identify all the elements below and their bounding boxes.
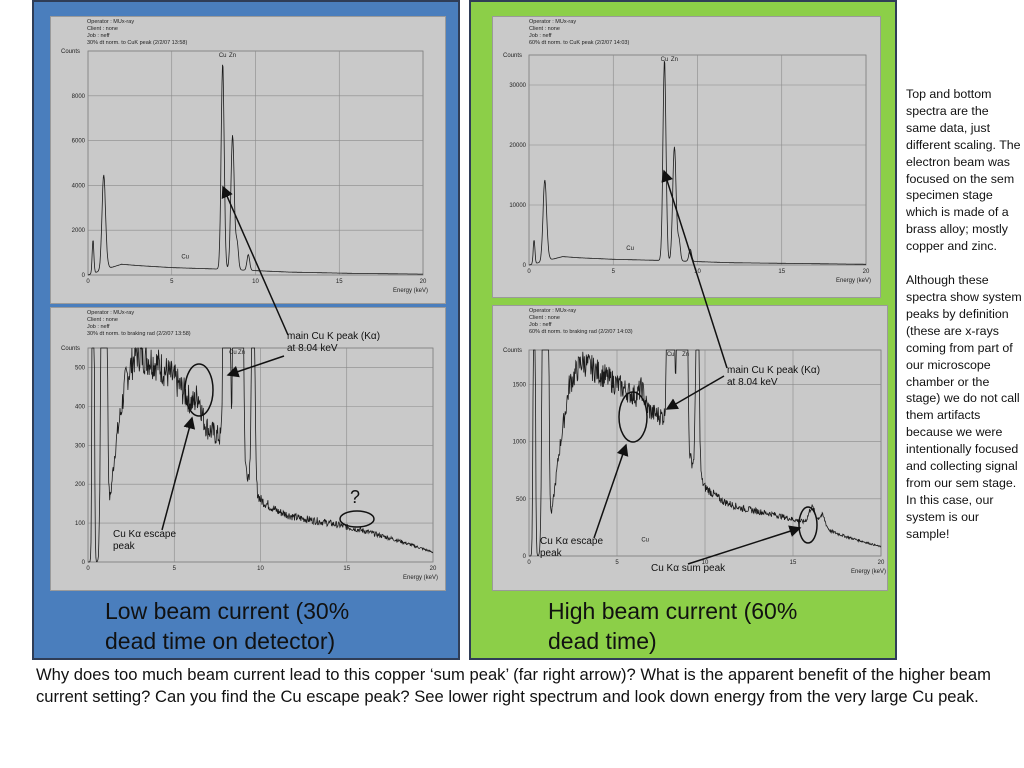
side-note-paragraph-1: Top and bottom spectra are the same data…	[906, 87, 1021, 254]
caption-high-beam: High beam current (60% dead time)	[548, 598, 798, 654]
side-note: Top and bottom spectra are the same data…	[906, 86, 1022, 560]
x-tick-label: 15	[343, 566, 350, 572]
label-left-escape: Cu Kα escape peak	[113, 529, 177, 552]
spectrum-header-line: Operator : MUx-ray	[529, 19, 576, 25]
x-tick-label: 15	[790, 560, 797, 566]
y-tick-label: 500	[516, 497, 527, 503]
side-note-paragraph-2: Although these spectra show system peaks…	[906, 273, 1022, 541]
x-tick-label: 10	[257, 566, 264, 572]
y-tick-label: 100	[75, 521, 86, 527]
spectrum-header-line: Client : none	[529, 315, 560, 321]
spectrum-header-line: Job : neff	[87, 324, 110, 330]
x-tick-label: 10	[694, 269, 701, 275]
y-tick-label: 0	[523, 554, 527, 560]
label-right-sum: Cu Kα sum peak	[651, 563, 726, 574]
y-axis-label: Counts	[503, 348, 522, 354]
x-tick-label: 20	[420, 279, 427, 285]
spectrum-header-line: 60% dt norm. to CuK peak (2/2/07 14:03)	[529, 40, 629, 46]
spectrum-header-line: Job : neff	[529, 322, 552, 328]
y-tick-label: 2000	[72, 228, 86, 234]
x-axis-label: Energy (keV)	[851, 569, 886, 575]
x-tick-label: 20	[863, 269, 870, 275]
y-tick-label: 4000	[72, 183, 86, 189]
y-tick-label: 500	[75, 365, 86, 371]
y-tick-label: 0	[82, 273, 86, 279]
spectrum-trace	[529, 349, 882, 557]
peak-label: Zn	[671, 57, 678, 63]
spectrum-trace	[88, 346, 434, 563]
peak-label: Cu	[229, 350, 237, 356]
y-tick-label: 0	[523, 263, 527, 269]
x-tick-label: 20	[430, 566, 437, 572]
y-tick-label: 400	[75, 404, 86, 410]
peak-label: Cu	[219, 53, 227, 59]
y-tick-label: 0	[82, 560, 86, 566]
label-left-question: ?	[350, 487, 361, 507]
y-tick-label: 1000	[513, 440, 527, 446]
label-right-escape: Cu Kα escape peak	[540, 536, 604, 559]
peak-label: Cu	[667, 352, 675, 358]
x-tick-label: 10	[252, 279, 259, 285]
peak-label: Zn	[238, 350, 245, 356]
x-tick-label: 0	[86, 566, 90, 572]
y-tick-label: 10000	[509, 203, 526, 209]
y-axis-label: Counts	[61, 346, 80, 352]
x-tick-label: 5	[615, 560, 619, 566]
spectrum-header-line: 30% dt norm. to braking rad (2/2/07 13:5…	[87, 331, 191, 337]
y-axis-label: Counts	[503, 53, 522, 59]
x-tick-label: 20	[878, 560, 885, 566]
spectrum-header-line: Client : none	[87, 26, 118, 32]
spectrum-high-beam-top: Operator : MUx-ray Client : none Job : nef…	[492, 16, 881, 298]
spectrum-low-beam-top: Operator : MUx-ray Client : none Job : nef…	[50, 16, 446, 304]
x-tick-label: 5	[173, 566, 177, 572]
discussion-question: Why does too much beam current lead to t…	[36, 665, 991, 706]
peak-label: Zn	[229, 53, 236, 59]
x-axis-label: Energy (keV)	[393, 288, 428, 294]
x-tick-label: 5	[612, 269, 616, 275]
x-tick-label: 5	[170, 279, 174, 285]
y-axis-label: Counts	[61, 49, 80, 55]
y-tick-label: 300	[75, 443, 86, 449]
x-tick-label: 0	[527, 560, 531, 566]
label-left-main-cu: main Cu K peak (Kα) at 8.04 keV	[287, 331, 381, 354]
caption-low-beam: Low beam current (30% dead time on detec…	[105, 598, 350, 654]
spectrum-header-line: Operator : MUx-ray	[87, 19, 134, 25]
label-right-main-cu: main Cu K peak (Kα) at 8.04 keV	[727, 365, 821, 388]
spectrum-header-line: Client : none	[87, 317, 118, 323]
spectrum-header-line: Job : neff	[529, 33, 552, 39]
spectrum-header-line: Operator : MUx-ray	[529, 308, 576, 314]
peak-label: Cu	[181, 255, 189, 261]
y-tick-label: 20000	[509, 143, 526, 149]
peak-label: Cu	[641, 537, 649, 543]
y-tick-label: 30000	[509, 83, 526, 89]
x-axis-label: Energy (keV)	[403, 575, 438, 581]
spectrum-low-beam-bottom: Operator : MUx-ray Client : none Job : nef…	[50, 307, 446, 591]
spectrum-header-line: 30% dt norm. to CuK peak (2/2/07 13:58)	[87, 40, 187, 46]
x-tick-label: 15	[778, 269, 785, 275]
peak-label: Zn	[682, 352, 689, 358]
spectrum-header-line: 60% dt norm. to braking rad (2/2/07 14:0…	[529, 329, 633, 335]
peak-label: Cu	[626, 246, 634, 252]
spectrum-header-line: Operator : MUx-ray	[87, 310, 134, 316]
spectrum-header-line: Client : none	[529, 26, 560, 32]
spectrum-header-line: Job : neff	[87, 33, 110, 39]
y-tick-label: 6000	[72, 139, 86, 145]
x-tick-label: 0	[527, 269, 531, 275]
x-tick-label: 0	[86, 279, 90, 285]
x-tick-label: 15	[336, 279, 343, 285]
peak-label: Cu	[661, 57, 669, 63]
y-tick-label: 8000	[72, 94, 86, 100]
y-tick-label: 1500	[513, 382, 527, 388]
x-axis-label: Energy (keV)	[836, 278, 871, 284]
y-tick-label: 200	[75, 482, 86, 488]
